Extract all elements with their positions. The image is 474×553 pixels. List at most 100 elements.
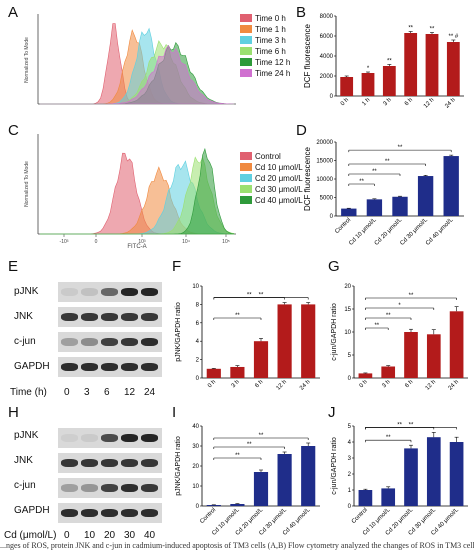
chart-b-ytick-3: 6000	[320, 34, 334, 40]
panel-letter-c: C	[8, 122, 19, 139]
chart-i-ytick-1: 10	[192, 484, 199, 490]
blot-e-lane-label-1: 3	[84, 387, 90, 398]
chart-f-bracket-sig-2: **	[259, 293, 264, 299]
blot-h-band-1-2	[101, 459, 118, 467]
panel-letter-f: F	[172, 258, 182, 275]
chart-d-bar-4	[443, 156, 459, 216]
chart-g-xtick-2: 6 h	[404, 379, 414, 389]
chart-b-sig-2: **	[387, 59, 392, 65]
blot-h-band-0-4	[141, 434, 158, 442]
chart-g: 0 5 10 15 20 c-jun/GAPDH ratio 0 h 3 h 6 h 12 h 24…	[331, 284, 468, 392]
chart-d-ytick-0: 0	[330, 214, 334, 220]
blot-e-xlabel: Time (h)	[10, 387, 47, 398]
chart-b-sig-3: **	[408, 26, 413, 32]
blot-e-band-1-3	[121, 313, 138, 321]
chart-d: 0 5000 10000 15000 20000 DCF fluorescence Cont…	[303, 140, 464, 247]
blot-e-band-1-0	[61, 313, 78, 321]
panel-letter-i: I	[172, 404, 177, 421]
chart-f-ytick-5: 10	[192, 284, 199, 290]
chart-i-ytick-2: 20	[192, 464, 199, 470]
blot-e-lane-label-4: 24	[144, 387, 156, 398]
chart-b-bar-3	[404, 33, 418, 96]
chart-f-xtick-3: 12 h	[276, 379, 289, 392]
chart-g-bar-2	[404, 332, 418, 378]
blot-e-band-2-4	[141, 338, 158, 346]
chart-f-bar-3	[277, 304, 292, 378]
blot-h-band-0-0	[61, 434, 78, 442]
panel-c-tick-label-2: 10³	[138, 239, 146, 245]
blot-e-band-3-3	[121, 363, 138, 371]
blot-e-band-3-4	[141, 363, 158, 371]
chart-b-xtick-0: 0 h	[340, 97, 350, 107]
chart-f-ytick-3: 6	[196, 321, 200, 327]
blot-e-band-0-0	[61, 288, 78, 296]
chart-b-ylabel: DCF fluorescence	[303, 23, 312, 88]
chart-i-xtick-0: Control	[199, 507, 217, 525]
flow-histogram-c: Normalized To Mode -10³ 0 10³ 10⁴ 10⁵ FITC-A…	[24, 134, 303, 250]
chart-g-ytick-0: 0	[348, 376, 352, 382]
chart-g-bracket-sig-3: **	[409, 293, 414, 299]
chart-f-ylabel: pJNK/GAPDH ratio	[175, 302, 182, 362]
chart-g-ytick-3: 15	[344, 307, 351, 313]
chart-b-ytick-2: 4000	[320, 54, 334, 60]
panel-letter-j: J	[328, 404, 336, 421]
chart-g-xtick-0: 0 h	[359, 379, 369, 389]
panel-letter-a: A	[8, 4, 19, 21]
blot-e-band-0-3	[121, 288, 138, 296]
chart-b-xtick-2: 3 h	[383, 97, 393, 107]
chart-i-ytick-0: 0	[196, 504, 200, 510]
chart-f-bar-0	[206, 368, 221, 378]
panel-c-tick-label-1: 0	[95, 239, 98, 245]
panel-a-legend-label-1: Time 1 h	[255, 25, 286, 34]
panel-c-legend-swatch-2	[240, 174, 252, 182]
chart-d-ytick-2: 10000	[316, 177, 333, 183]
chart-f-xtick-0: 0 h	[207, 379, 217, 389]
chart-i-ytick-4: 40	[192, 424, 199, 430]
panel-letter-g: G	[328, 258, 340, 275]
chart-b-bar-5	[446, 42, 460, 96]
chart-g-ytick-4: 20	[344, 284, 351, 290]
blot-e-band-2-2	[101, 338, 118, 346]
chart-j-bar-2	[404, 448, 418, 506]
panel-letter-d: D	[296, 122, 307, 139]
panel-letter-e: E	[8, 258, 19, 275]
chart-i-bracket-sig-0: **	[235, 453, 240, 459]
blot-h-lane-label-4: 40	[144, 530, 156, 541]
blot-h-band-3-2	[101, 509, 118, 517]
chart-j-ytick-5: 5	[348, 424, 352, 430]
chart-f-bar-1	[230, 366, 245, 378]
chart-f-xtick-4: 24 h	[299, 379, 312, 392]
blot-e-band-2-3	[121, 338, 138, 346]
chart-g-xtick-3: 12 h	[425, 379, 438, 392]
blot-h-row-cjun: c-jun	[14, 480, 36, 491]
chart-j-bracket-sig-0: **	[386, 435, 391, 441]
blot-e-band-0-1	[81, 288, 98, 296]
chart-g-bracket-sig-2: *	[398, 303, 401, 309]
chart-j-bracket-sig-1: **	[397, 422, 402, 428]
blot-h-band-1-3	[121, 459, 138, 467]
blot-h-band-3-0	[61, 509, 78, 517]
chart-i-ytick-3: 30	[192, 444, 199, 450]
chart-d-bracket-sig-2: **	[385, 159, 390, 165]
panel-a-legend-label-3: Time 6 h	[255, 47, 286, 56]
chart-g-bar-1	[381, 366, 396, 378]
chart-f-ytick-1: 2	[196, 358, 200, 364]
blot-h-lane-label-3: 30	[124, 530, 136, 541]
blot-e-band-2-1	[81, 338, 98, 346]
panel-c-legend-swatch-3	[240, 185, 252, 193]
blot-e-row-pjnk: pJNK	[14, 286, 39, 297]
blot-e-band-1-1	[81, 313, 98, 321]
blot-e-band-1-4	[141, 313, 158, 321]
blot-h-lane-label-1: 10	[84, 530, 96, 541]
chart-f-bracket-sig-1: **	[247, 293, 252, 299]
chart-b-xtick-4: 12 h	[423, 97, 436, 110]
panel-c-legend-label-2: Cd 20 μmol/L	[255, 174, 303, 183]
chart-f-bar-2	[253, 341, 269, 378]
chart-d-bracket-sig-0: **	[359, 179, 364, 185]
panel-c-legend-label-4: Cd 40 μmol/L	[255, 196, 303, 205]
chart-f-ytick-2: 4	[196, 339, 200, 345]
panel-a-legend-swatch-2	[240, 36, 252, 44]
chart-d-xtick-0: Control	[334, 217, 352, 235]
chart-d-ytick-4: 20000	[316, 140, 333, 146]
